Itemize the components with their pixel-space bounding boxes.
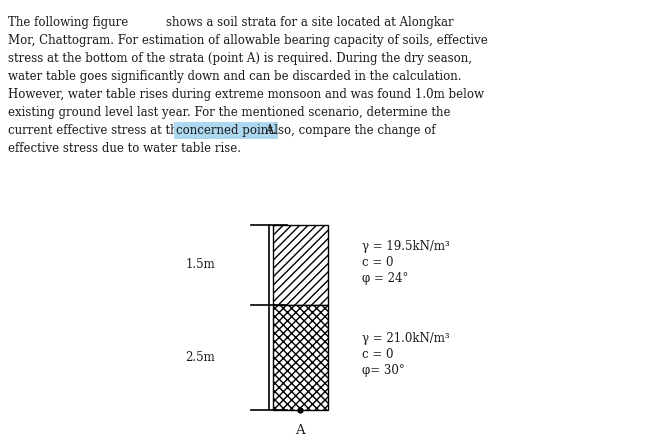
Text: shows a soil strata for a site located at Alongkar: shows a soil strata for a site located a… [166, 16, 454, 29]
Text: γ = 21.0kN/m³: γ = 21.0kN/m³ [362, 332, 450, 345]
Text: concerned point.: concerned point. [176, 124, 277, 137]
Text: effective stress due to water table rise.: effective stress due to water table rise… [8, 142, 241, 155]
Text: 1.5m: 1.5m [185, 259, 215, 272]
Text: Also, compare the change of: Also, compare the change of [262, 124, 436, 137]
Bar [273, 305, 327, 410]
Text: stress at the bottom of the strata (point A) is required. During the dry season,: stress at the bottom of the strata (poin… [8, 52, 472, 65]
Text: A: A [295, 424, 305, 437]
Text: existing ground level last year. For the mentioned scenario, determine the: existing ground level last year. For the… [8, 106, 450, 119]
Text: However, water table rises during extreme monsoon and was found 1.0m below: However, water table rises during extrem… [8, 88, 484, 101]
Text: current effective stress at the: current effective stress at the [8, 124, 188, 137]
Text: φ= 30°: φ= 30° [362, 364, 405, 377]
Bar [273, 225, 327, 305]
Text: c = 0: c = 0 [362, 256, 393, 269]
Text: Mor, Chattogram. For estimation of allowable bearing capacity of soils, effectiv: Mor, Chattogram. For estimation of allow… [8, 34, 488, 47]
Text: γ = 19.5kN/m³: γ = 19.5kN/m³ [362, 240, 450, 253]
Text: The following figure: The following figure [8, 16, 128, 29]
Text: water table goes significantly down and can be discarded in the calculation.: water table goes significantly down and … [8, 70, 462, 83]
Text: 2.5m: 2.5m [185, 351, 215, 364]
Text: c = 0: c = 0 [362, 348, 393, 361]
Text: φ = 24°: φ = 24° [362, 272, 408, 285]
